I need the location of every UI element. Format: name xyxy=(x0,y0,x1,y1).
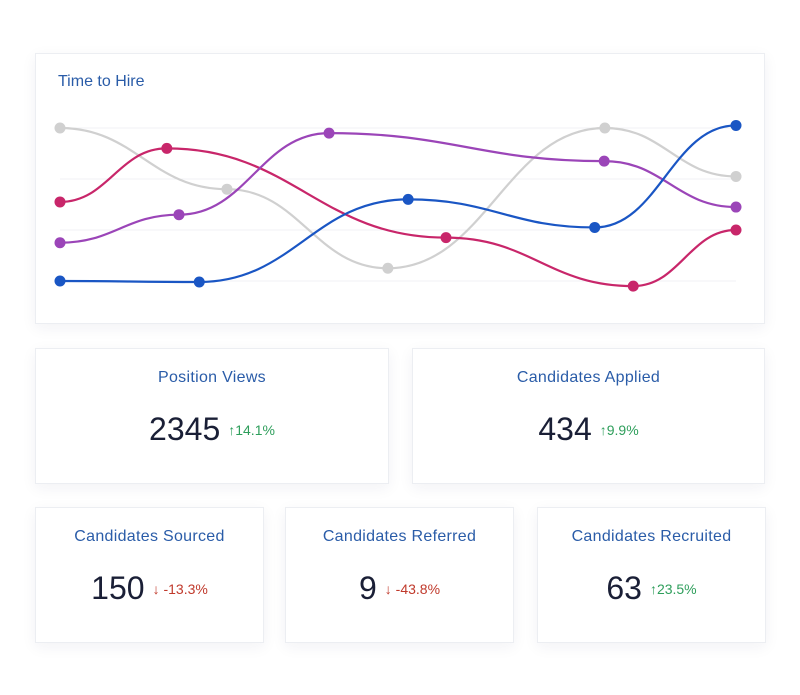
stat-label: Candidates Referred xyxy=(322,528,477,545)
arrow-up-icon: ↑ xyxy=(228,421,236,438)
stat-value: 2345 xyxy=(149,411,221,447)
data-point[interactable] xyxy=(193,276,205,288)
time-to-hire-chart xyxy=(54,119,742,292)
stat-change-value: 9.9% xyxy=(606,421,639,438)
stat-change: ↓ -13.3% xyxy=(153,581,208,597)
data-point[interactable] xyxy=(598,155,610,167)
stat-value: 434 xyxy=(538,411,592,447)
data-point[interactable] xyxy=(382,262,394,274)
series-line-2 xyxy=(59,131,737,244)
data-point[interactable] xyxy=(323,127,335,139)
data-point[interactable] xyxy=(730,119,742,131)
stat-change-value: -13.3% xyxy=(163,580,208,597)
stat-change-value: 14.1% xyxy=(235,421,275,438)
data-point[interactable] xyxy=(589,221,601,233)
stat-label: Position Views xyxy=(158,369,266,386)
stat-value: 63 xyxy=(606,570,642,606)
chart-title: Time to Hire xyxy=(58,73,145,90)
arrow-down-icon: ↓ xyxy=(384,580,392,597)
stat-label: Candidates Applied xyxy=(516,369,661,386)
stat-card-candidates-recruited: Candidates Recruited 63 ↑23.5% xyxy=(537,507,766,643)
stat-value: 9 xyxy=(358,570,377,606)
data-point[interactable] xyxy=(54,122,66,134)
stat-card-candidates-referred: Candidates Referred 9 ↓ -43.8% xyxy=(285,507,514,643)
data-point[interactable] xyxy=(402,193,414,205)
series-line-1 xyxy=(59,147,737,288)
time-to-hire-card: Time to Hire xyxy=(35,53,765,324)
data-point[interactable] xyxy=(730,201,742,213)
stat-card-candidates-sourced: Candidates Sourced 150 ↓ -13.3% xyxy=(35,507,264,643)
data-point[interactable] xyxy=(54,275,66,287)
stat-change: ↑9.9% xyxy=(600,422,639,438)
data-point[interactable] xyxy=(599,122,611,134)
data-point[interactable] xyxy=(173,209,185,221)
stat-change: ↑23.5% xyxy=(650,581,697,597)
data-point[interactable] xyxy=(440,232,452,244)
data-point[interactable] xyxy=(730,224,742,236)
stat-change-value: -43.8% xyxy=(395,580,441,597)
data-point[interactable] xyxy=(730,170,742,182)
stat-card-position-views: Position Views 2345 ↑14.1% xyxy=(35,348,389,484)
arrow-up-icon: ↑ xyxy=(599,421,607,438)
stat-change: ↑14.1% xyxy=(228,422,275,438)
stat-card-candidates-applied: Candidates Applied 434 ↑9.9% xyxy=(412,348,765,484)
data-point[interactable] xyxy=(221,183,233,195)
stat-label: Candidates Sourced xyxy=(74,528,225,545)
stat-value: 150 xyxy=(91,570,145,606)
stat-label: Candidates Recruited xyxy=(571,528,732,545)
data-point[interactable] xyxy=(54,196,66,208)
data-point[interactable] xyxy=(161,142,173,154)
data-point[interactable] xyxy=(54,237,66,249)
stat-change: ↓ -43.8% xyxy=(385,581,440,597)
arrow-up-icon: ↑ xyxy=(649,580,657,597)
data-point[interactable] xyxy=(627,280,639,292)
arrow-down-icon: ↓ xyxy=(152,580,160,597)
stat-change-value: 23.5% xyxy=(656,580,697,597)
